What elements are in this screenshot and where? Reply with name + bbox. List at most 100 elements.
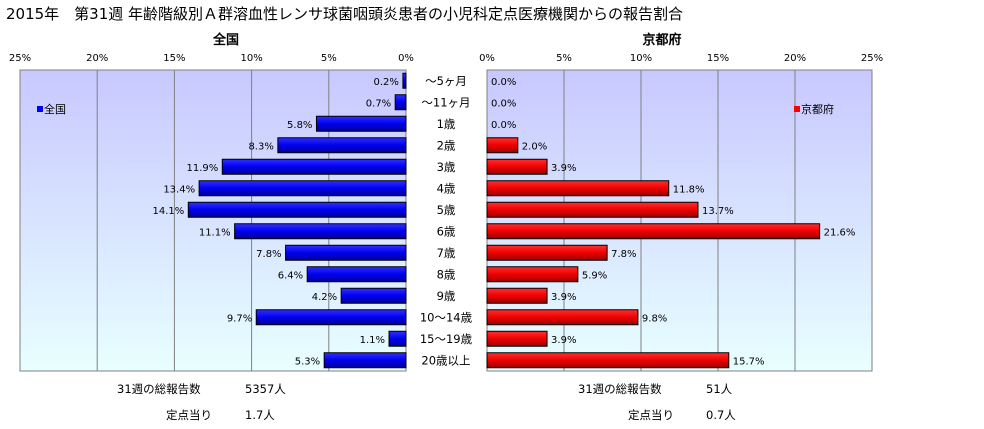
national-data-label: 6.4% [278, 270, 303, 281]
category-label: 1歳 [437, 117, 456, 131]
left-tick-label: 25% [9, 53, 31, 64]
category-label: 9歳 [437, 289, 456, 303]
national-bar [306, 266, 407, 283]
kyoto-bar [486, 158, 548, 175]
right-legend-swatch [794, 106, 800, 112]
right-tick-label: 5% [556, 53, 572, 64]
national-bar [340, 287, 407, 304]
national-bar [315, 115, 407, 132]
left-tick-label: 0% [398, 53, 414, 64]
national-bar [221, 158, 407, 175]
national-data-label: 0.2% [374, 77, 399, 88]
national-data-label: 5.3% [295, 356, 320, 367]
national-bar [394, 94, 407, 111]
kyoto-data-label: 3.9% [551, 163, 576, 174]
kyoto-bar [486, 309, 639, 326]
right-tick-label: 15% [707, 53, 729, 64]
left-axis-ticks: 0% 5% 10% 15% 20% 25% [9, 53, 414, 64]
right-legend: 京都府 [794, 102, 834, 116]
kyoto-data-label: 13.7% [702, 206, 734, 217]
national-per-site-value: 1.7人 [245, 408, 275, 422]
national-bar [277, 137, 407, 154]
national-bar [402, 72, 407, 89]
category-labels: ～5ヶ月 ～11ヶ月 1歳 2歳 3歳 4歳 5歳 6歳 7歳 8歳 9歳 10～14歳 15～19歳 2… [420, 74, 473, 368]
national-data-label: 9.7% [227, 313, 252, 324]
kyoto-data-label: 21.6% [824, 227, 856, 238]
right-bars: 0.0% 0.0% 0.0% 2.0% 3.9% 11.8% 13.7% 21.6% 7.8% 5… [486, 77, 856, 369]
kyoto-total-label: 31週の総報告数 [578, 382, 662, 396]
national-bar [285, 244, 407, 261]
kyoto-per-site-value: 0.7人 [706, 408, 736, 422]
left-plot-area [19, 69, 407, 372]
national-data-label: 4.2% [312, 292, 337, 303]
national-data-label: 0.7% [366, 98, 391, 109]
national-data-label: 14.1% [153, 206, 185, 217]
kyoto-data-label: 7.8% [611, 249, 636, 260]
national-data-label: 13.4% [163, 184, 195, 195]
right-tick-label: 25% [861, 53, 883, 64]
kyoto-data-label: 2.0% [522, 141, 547, 152]
left-tick-label: 10% [240, 53, 262, 64]
left-tick-label: 15% [163, 53, 185, 64]
kyoto-data-label: 15.7% [733, 356, 765, 367]
national-data-label: 8.3% [248, 141, 273, 152]
kyoto-per-site-label: 定点当り [628, 408, 674, 422]
left-legend: 全国 [37, 102, 66, 116]
category-label: 10～14歳 [420, 310, 473, 324]
national-bar [388, 330, 407, 347]
national-bar [198, 180, 407, 197]
kyoto-data-label: 0.0% [491, 98, 516, 109]
left-tick-label: 5% [321, 53, 337, 64]
right-tick-label: 20% [784, 53, 806, 64]
kyoto-data-label: 3.9% [551, 335, 576, 346]
national-data-label: 1.1% [360, 335, 385, 346]
left-panel-title: 全国 [212, 32, 239, 48]
left-legend-swatch [37, 106, 43, 112]
national-bar [187, 201, 407, 218]
national-per-site-label: 定点当り [166, 408, 212, 422]
kyoto-data-label: 0.0% [491, 120, 516, 131]
kyoto-bar [486, 180, 670, 197]
national-total-label: 31週の総報告数 [117, 382, 201, 396]
national-footer: 31週の総報告数 5357人 定点当り 1.7人 [117, 382, 286, 422]
kyoto-total-value: 51人 [706, 382, 733, 396]
kyoto-bar [486, 330, 548, 347]
category-label: ～5ヶ月 [425, 74, 467, 88]
category-label: ～11ヶ月 [421, 95, 470, 109]
kyoto-data-label: 3.9% [551, 292, 576, 303]
left-bars: 0.2% 0.7% 5.8% 8.3% 11.9% 13.4% 14.1% 11.1% 7.8%… [153, 72, 407, 369]
national-bar [234, 223, 407, 240]
category-label: 3歳 [437, 160, 456, 174]
category-label: 15～19歳 [420, 332, 473, 346]
national-bar [255, 309, 407, 326]
kyoto-bar [486, 137, 519, 154]
category-label: 6歳 [437, 224, 456, 238]
kyoto-data-label: 5.9% [582, 270, 607, 281]
national-bar [323, 352, 407, 369]
kyoto-bar [486, 201, 699, 218]
kyoto-bar [486, 266, 579, 283]
national-data-label: 11.1% [199, 227, 231, 238]
chart-title: 2015年 第31週 年齢階級別Ａ群溶血性レンサ球菌咽頭炎患者の小児科定点医療機… [6, 5, 683, 23]
right-tick-label: 10% [630, 53, 652, 64]
right-axis-ticks: 0% 5% 10% 15% 20% 25% [479, 53, 883, 64]
kyoto-bar [486, 244, 608, 261]
national-data-label: 11.9% [186, 163, 218, 174]
category-label: 7歳 [437, 246, 456, 260]
kyoto-bar [486, 287, 548, 304]
category-label: 4歳 [437, 181, 456, 195]
category-label: 8歳 [437, 267, 456, 281]
left-legend-text: 全国 [44, 102, 66, 116]
left-tick-label: 20% [86, 53, 108, 64]
right-legend-text: 京都府 [801, 102, 834, 116]
right-panel-title: 京都府 [642, 32, 681, 48]
national-data-label: 7.8% [256, 249, 281, 260]
right-tick-label: 0% [479, 53, 495, 64]
national-total-value: 5357人 [245, 382, 286, 396]
kyoto-bar [486, 223, 821, 240]
kyoto-bar [486, 352, 730, 369]
category-label: 2歳 [437, 138, 456, 152]
kyoto-data-label: 9.8% [642, 313, 667, 324]
kyoto-data-label: 0.0% [491, 77, 516, 88]
